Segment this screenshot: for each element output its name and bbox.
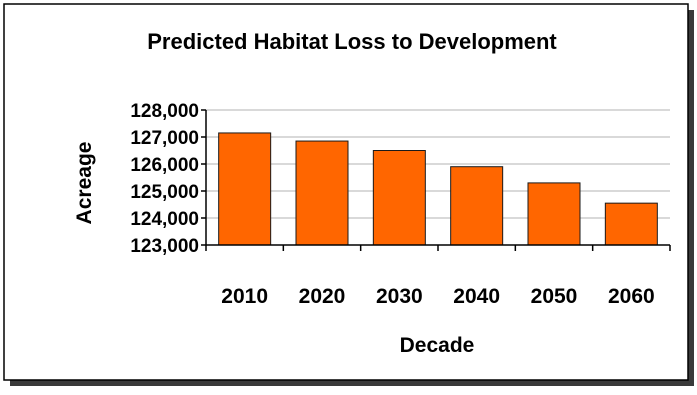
- axes: [201, 109, 671, 251]
- y-tick-label: 125,000: [130, 182, 199, 203]
- y-tick-label: 123,000: [130, 236, 199, 257]
- bar-2020: [295, 140, 349, 246]
- x-tick-label: 2020: [299, 285, 346, 308]
- bar-2060: [604, 202, 658, 246]
- x-tick-label: 2010: [221, 285, 268, 308]
- y-tick-label: 128,000: [130, 101, 199, 122]
- y-tick-labels: 123,000 124,000 125,000 126,000 127,000 128,0…: [130, 101, 199, 257]
- x-tick-label: 2060: [608, 285, 655, 308]
- y-tick-label: 126,000: [130, 155, 199, 176]
- bars: [218, 132, 658, 246]
- x-tick-label: 2030: [376, 285, 423, 308]
- bar-2030: [372, 150, 426, 246]
- y-axis-label: Acreage: [73, 142, 96, 225]
- x-tick-label: 2040: [453, 285, 500, 308]
- x-tick-labels: 2010 2020 2030 2040 2050 2060: [221, 285, 654, 308]
- bar-2010: [218, 132, 272, 246]
- bar-2050: [527, 182, 581, 246]
- chart-title: Predicted Habitat Loss to Development: [147, 29, 557, 54]
- gridlines: [206, 109, 670, 219]
- y-tick-label: 127,000: [130, 128, 199, 149]
- bar-2040: [450, 166, 504, 246]
- y-tick-label: 124,000: [130, 209, 199, 230]
- x-axis-label: Decade: [400, 334, 475, 357]
- x-tick-label: 2050: [531, 285, 578, 308]
